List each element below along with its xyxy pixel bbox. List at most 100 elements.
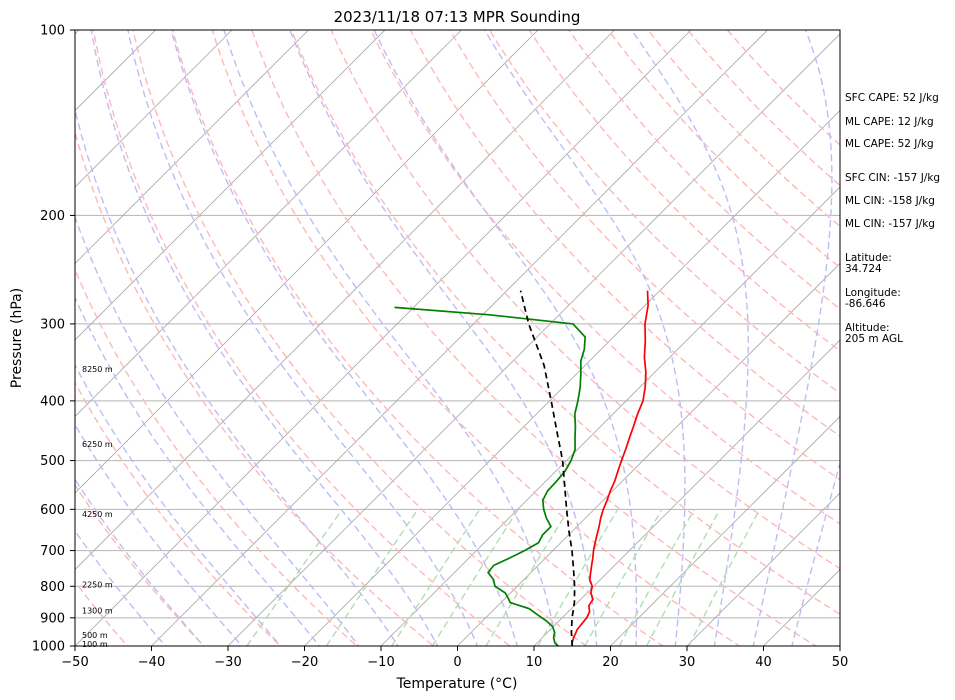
dry-adiabat-280 [92,30,512,646]
y-tick-label: 400 [40,394,65,409]
moist-adiabat--30 [75,478,205,646]
y-tick-label: 700 [40,544,65,559]
isotherm--50 [75,30,692,646]
height-label: 4250 m [82,510,113,519]
dry-adiabat-310 [211,30,741,646]
sfc-cape-label: SFC CAPE: 52 J/kg [845,92,939,104]
moist-adiabat--20 [75,363,282,646]
isotherm--60 [75,30,616,571]
x-tick-label: −50 [61,655,88,670]
y-tick-label: 1000 [32,640,65,655]
ml-cin-label: ML CIN: -158 J/kg [845,195,935,207]
dry-adiabat-370 [449,30,840,438]
isotherm--120 [75,30,157,112]
dry-adiabat-440 [726,30,840,146]
moist-adiabat--25 [75,423,243,646]
mixing-ratio-20 [645,508,721,646]
plot-frame [74,29,841,647]
isotherm--70 [75,30,539,494]
x-axis-label: Temperature (°C) [396,676,518,692]
y-tick-label: 600 [40,503,65,518]
x-tick-label: −40 [138,655,165,670]
x-tick-label: −30 [214,655,241,670]
dry-adiabat-340 [330,30,840,570]
height-label: 500 m [82,631,108,640]
moist-adiabat-20 [289,30,598,646]
mixing-ratio-8 [537,508,619,646]
moist-adiabat-10 [170,30,519,646]
dry-adiabat-430 [686,30,840,187]
y-tick-label: 800 [40,580,65,595]
latitude-label: Latitude: 34.724 [845,252,892,275]
moist-adiabat-25 [373,30,638,646]
moist-adiabat--10 [75,215,360,646]
y-tick-label: 300 [40,317,65,332]
isotherm-0 [456,262,840,646]
isotherm-30 [686,492,840,646]
altitude-label: Altitude: 205 m AGL [845,322,903,345]
isotherm--100 [75,30,310,265]
isotherm--10 [380,186,840,646]
mixing-ratio-12 [584,508,663,646]
height-label: 8250 m [82,365,113,374]
isotherm--40 [150,30,769,646]
y-tick-label: 900 [40,611,65,626]
dry-adiabat-260 [75,267,358,646]
dry-adiabat-240 [75,483,205,646]
ml-cin-label-2: ML CIN: -157 J/kg [845,218,935,230]
dry-adiabat-330 [290,30,840,616]
x-tick-label: −10 [367,655,394,670]
height-label: 100 m [82,640,108,649]
moist-adiabat-45 [791,460,840,646]
moist-adiabat-15 [223,30,558,646]
x-tick-label: 40 [755,655,772,670]
moist-adiabat--5 [75,107,399,646]
isotherm-20 [609,415,840,646]
y-tick-label: 500 [40,454,65,469]
y-axis-label: Pressure (hPa) [9,288,25,388]
x-tick-label: 10 [526,655,543,670]
x-tick-label: −20 [291,655,318,670]
moist-adiabat-40 [752,30,833,646]
dry-adiabat-360 [409,30,840,481]
dry-adiabat-320 [251,30,818,646]
series-layer [394,290,649,646]
mixing-ratio-1 [325,508,419,646]
parcel-profile [519,290,576,646]
y-tick-label: 200 [40,209,65,224]
mixing-ratio-2 [391,508,481,646]
x-tick-label: 20 [602,655,619,670]
chart-title: 2023/11/18 07:13 MPR Sounding [334,8,581,26]
isotherm--30 [227,33,840,646]
mixing-ratio-5 [485,508,570,646]
height-label: 1300 m [82,606,113,615]
isotherm-10 [533,339,840,646]
moist-adiabat-0 [90,30,439,646]
isotherm--20 [303,109,840,646]
dewpoint-profile [394,306,587,646]
moist-adiabat--15 [75,296,321,646]
isotherm--80 [75,30,463,418]
moist-adiabat-5 [127,30,479,646]
dry-adiabat-380 [488,30,840,395]
dry-adiabat-350 [370,30,840,525]
height-label: 6250 m [82,440,113,449]
dry-adiabat-400 [568,30,840,310]
ml-cape-label-2: ML CAPE: 52 J/kg [845,138,934,150]
ml-cape-label: ML CAPE: 12 J/kg [845,116,934,128]
longitude-label: Longitude: -86.646 [845,287,901,310]
dry-adiabat-300 [171,30,665,646]
mixing-ratio-28 [688,508,761,646]
moist-adiabat-30 [484,30,686,646]
mixing-ratio-3 [431,508,519,646]
dry-adiabat-270 [75,129,435,646]
isotherm--110 [75,30,233,188]
y-tick-label: 100 [40,24,65,39]
sfc-cin-label: SFC CIN: -157 J/kg [845,172,941,184]
dry-adiabat-230 [75,580,129,646]
height-label: 2250 m [82,581,113,590]
x-tick-label: 50 [832,655,849,670]
moist-adiabat--35 [75,529,167,646]
